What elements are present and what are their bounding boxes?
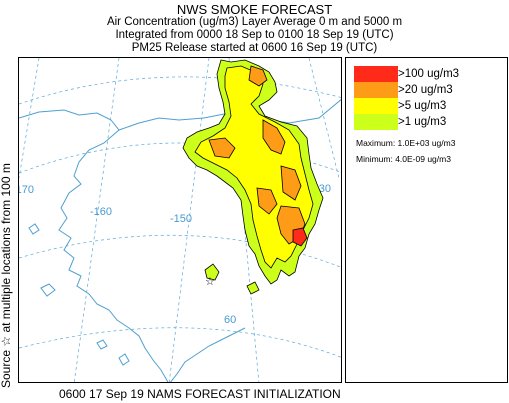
legend-swatch-gt100 (354, 66, 398, 82)
legend-swatch-gt5 (354, 98, 398, 114)
legend-maximum: Maximum: 1.0E+03 ug/m3 (356, 138, 456, 148)
forecast-initialization: 0600 17 Sep 19 NAMS FORECAST INITIALIZAT… (59, 387, 341, 401)
longitude-line (308, 58, 340, 179)
legend-label-gt1: >1 ug/m3 (398, 116, 447, 128)
coastline (19, 99, 341, 382)
plume-gt1-speck (246, 281, 260, 295)
latitude-line (19, 142, 341, 174)
plume-gt1-island (204, 263, 220, 281)
north-coast-west (19, 109, 120, 131)
latitude-line (19, 234, 341, 268)
alaska-coast (58, 99, 341, 382)
longitude-line (73, 58, 120, 382)
longitude-line (168, 58, 210, 382)
source-location-label: Source ☆ at multiple locations from 100 … (0, 163, 13, 388)
legend-label-gt20: >20 ug/m3 (398, 84, 453, 96)
legend-panel: >100 ug/m3 >20 ug/m3 >5 ug/m3 >1 ug/m3 M… (345, 57, 508, 383)
legend-label-gt5: >5 ug/m3 (398, 100, 447, 112)
plume-gt100-core (292, 227, 308, 247)
concentration-subtitle: Air Concentration (ug/m3) Layer Average … (106, 16, 403, 28)
plume-gt100 (292, 227, 308, 247)
legend-swatch-gt1 (354, 114, 398, 130)
plume-gt20-north (248, 65, 268, 87)
plume-gt20-center (256, 187, 278, 215)
release-info: PM25 Release started at 0600 16 Sep 19 (… (131, 42, 378, 54)
lon-label-170: -170 (19, 184, 34, 196)
latitude-line (19, 76, 341, 105)
map-panel: -170 -160 -150 -130 60 (18, 57, 342, 383)
legend-minimum: Minimum: 4.0E-09 ug/m3 (356, 154, 451, 164)
island-2 (28, 223, 40, 235)
latitude-line (19, 327, 341, 358)
plume-gt20 (208, 65, 306, 245)
plume-gt20-west (208, 137, 236, 159)
plume-gt20-mid (262, 119, 286, 155)
legend-label-gt100: >100 ug/m3 (398, 68, 460, 80)
source-marker: ☆ (205, 276, 215, 288)
plume-gt20-east (280, 165, 302, 201)
integration-period: Integrated from 0000 18 Sep to 0100 18 S… (115, 29, 394, 41)
lat-label-60: 60 (224, 314, 236, 326)
smoke-map: -170 -160 -150 -130 60 (19, 58, 341, 382)
island-4 (96, 339, 108, 350)
map-title: NWS SMOKE FORECAST (176, 2, 333, 17)
island-1 (40, 283, 56, 297)
island-3 (118, 353, 130, 366)
longitude-line (19, 58, 40, 179)
legend-swatch-gt20 (354, 82, 398, 98)
bristol-bay (169, 327, 246, 382)
lon-label-150: -150 (170, 213, 192, 225)
lon-label-160: -160 (90, 206, 112, 218)
